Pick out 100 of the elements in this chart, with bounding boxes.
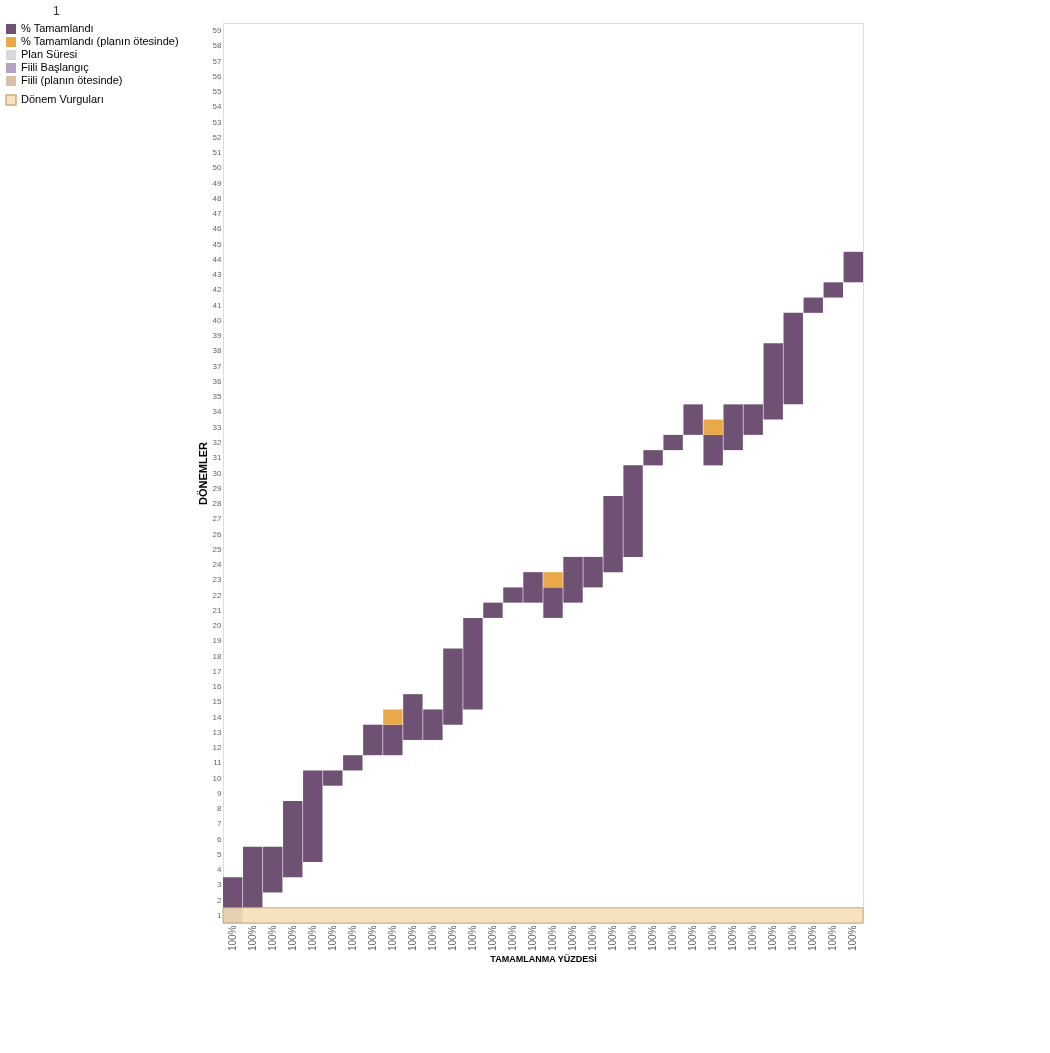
text: 1: [53, 4, 60, 18]
y-tick-label: 31: [212, 453, 223, 463]
x-tick-label: 100%: [567, 925, 579, 952]
y-tick-label: 55: [212, 87, 223, 97]
y-tick-label: 28: [212, 499, 223, 509]
x-tick-label: 100%: [446, 925, 458, 952]
bar: [383, 709, 403, 725]
x-tick-label: 100%: [827, 925, 839, 952]
y-tick-label: 59: [212, 26, 223, 36]
y-tick-label: 43: [212, 270, 223, 280]
x-tick-label: 100%: [667, 925, 679, 952]
y-tick-label: 5: [217, 849, 223, 859]
y-tick-label: 22: [212, 590, 223, 600]
y-tick-label: 13: [212, 727, 223, 737]
bar: [663, 434, 683, 451]
x-tick-label: 100%: [727, 925, 739, 952]
x-tick-label: 100%: [286, 925, 298, 952]
y-tick-label: 8: [217, 804, 223, 814]
y-tick-label: 11: [213, 758, 223, 768]
x-tick-label: 100%: [326, 925, 338, 952]
y-tick-label: 9: [217, 788, 223, 798]
legend-label: Fiili Başlangıç: [21, 61, 90, 73]
bar: [803, 297, 823, 313]
x-tick-label: 100%: [747, 925, 759, 952]
y-tick-label: 25: [212, 544, 223, 554]
x-tick-label: 100%: [386, 925, 398, 952]
y-tick-label: 18: [212, 651, 223, 661]
y-tick-label: 44: [212, 254, 223, 264]
y-tick-label: 3: [217, 880, 223, 890]
y-tick-label: 17: [212, 666, 223, 676]
y-tick-label: 19: [212, 636, 223, 646]
y-tick-label: 52: [212, 132, 223, 142]
x-tick-label: 100%: [346, 925, 358, 952]
y-tick-label: 35: [212, 392, 223, 402]
x-tick-label: 100%: [266, 925, 278, 952]
x-axis-title: TAMAMLANMA YÜZDESİ: [490, 954, 597, 965]
x-tick-label: 100%: [607, 925, 619, 952]
x-tick-label: 100%: [847, 925, 859, 952]
y-tick-label: 37: [212, 361, 223, 371]
y-tick-label: 45: [212, 239, 223, 249]
y-tick-label: 6: [217, 834, 223, 844]
y-tick-label: 48: [212, 193, 223, 203]
x-tick-label: 100%: [506, 925, 518, 952]
y-tick-label: 10: [212, 773, 223, 783]
bar: [343, 755, 363, 771]
x-tick-label: 100%: [707, 925, 719, 952]
x-tick-label: 100%: [426, 925, 438, 952]
x-tick-label: 100%: [226, 925, 238, 952]
y-tick-label: 30: [212, 468, 223, 478]
y-tick-label: 49: [212, 178, 223, 188]
y-tick-label: 1: [217, 910, 223, 920]
bar: [483, 602, 503, 618]
y-tick-label: 34: [212, 407, 223, 417]
x-tick-label: 100%: [406, 925, 418, 952]
y-tick-label: 7: [217, 819, 223, 829]
y-tick-label: 15: [212, 697, 223, 707]
y-tick-label: 27: [212, 514, 223, 524]
y-tick-label: 14: [212, 712, 223, 722]
x-tick-label: 100%: [787, 925, 799, 952]
bar: [643, 450, 663, 466]
x-tick-label: 100%: [767, 925, 779, 952]
x-tick-label: 100%: [647, 925, 659, 952]
y-tick-label: 21: [212, 605, 223, 615]
x-tick-label: 100%: [687, 925, 699, 952]
x-tick-label: 100%: [807, 925, 819, 952]
x-tick-label: 100%: [486, 925, 498, 952]
y-tick-label: 23: [212, 575, 223, 585]
x-tick-label: 100%: [246, 925, 258, 952]
y-tick-label: 36: [212, 376, 223, 386]
y-tick-label: 56: [212, 71, 223, 81]
y-tick-label: 32: [212, 437, 223, 447]
y-tick-label: 12: [212, 743, 223, 753]
y-tick-label: 58: [212, 41, 223, 51]
y-tick-label: 47: [212, 209, 223, 219]
x-tick-label: 100%: [627, 925, 639, 952]
y-tick-label: 50: [212, 163, 223, 173]
bar: [703, 419, 723, 435]
y-tick-label: 4: [217, 865, 223, 875]
y-tick-label: 33: [212, 422, 223, 432]
y-tick-label: 46: [212, 224, 223, 234]
legend-label: Plan Süresi: [21, 48, 78, 60]
x-tick-label: 100%: [526, 925, 538, 952]
y-tick-label: 39: [212, 331, 223, 341]
y-tick-label: 41: [212, 300, 223, 310]
bar: [683, 404, 703, 435]
x-tick-label: 100%: [547, 925, 559, 952]
y-tick-label: 38: [212, 346, 223, 356]
y-tick-label: 40: [212, 315, 223, 325]
y-tick-label: 20: [212, 621, 223, 631]
bar: [823, 282, 843, 298]
y-tick-label: 51: [212, 148, 223, 158]
y-tick-label: 42: [212, 285, 223, 295]
legend-label: % Tamamlandı (planın ötesinde): [21, 35, 179, 47]
y-tick-label: 53: [212, 117, 223, 127]
bar: [543, 572, 563, 588]
x-tick-label: 100%: [366, 925, 378, 952]
y-tick-label: 2: [217, 895, 223, 905]
x-tick-label: 100%: [587, 925, 599, 952]
y-tick-label: 54: [212, 102, 223, 112]
y-tick-label: 57: [212, 56, 223, 66]
